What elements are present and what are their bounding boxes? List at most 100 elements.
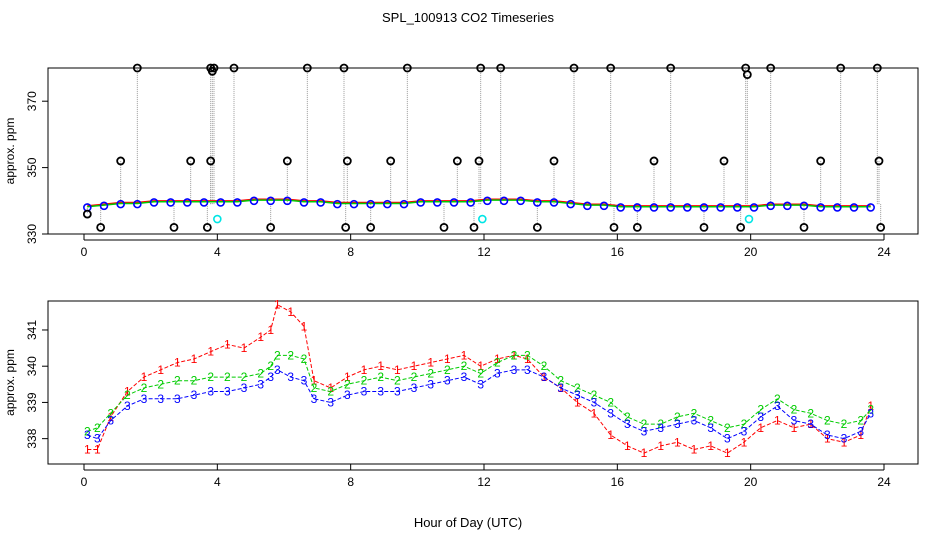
calibration-point (744, 214, 754, 224)
series-3-marker: 3 (494, 366, 501, 380)
series-1-marker: 1 (141, 370, 148, 384)
spike-point (872, 63, 882, 73)
series-3-marker: 3 (191, 388, 198, 402)
series-1-marker: 1 (461, 348, 468, 362)
baseline-point (533, 198, 542, 207)
bottom-y-tick-label: 339 (25, 392, 39, 412)
spike-point (366, 222, 376, 232)
baseline-point (683, 203, 692, 212)
series-2-marker: 2 (344, 377, 351, 391)
series-1-marker: 1 (574, 395, 581, 409)
bottom-y-tick-label: 338 (25, 428, 39, 448)
series-3-marker: 3 (624, 417, 631, 431)
series-2-marker: 2 (841, 417, 848, 431)
spike-point (266, 222, 276, 232)
series-1-marker: 1 (857, 428, 864, 442)
series-2-marker: 2 (494, 356, 501, 370)
spike-point (82, 209, 92, 219)
top-y-axis-title: approx. ppm (3, 118, 17, 185)
series-2-marker: 2 (311, 381, 318, 395)
series-3-marker: 3 (757, 410, 764, 424)
series-2-marker: 2 (141, 381, 148, 395)
series-2-marker: 2 (477, 366, 484, 380)
baseline-point (249, 196, 259, 206)
spike-point (474, 156, 484, 166)
series-3-marker: 3 (824, 428, 831, 442)
series-1-marker: 1 (344, 370, 351, 384)
series-1-marker: 1 (724, 446, 731, 460)
series-2-marker: 2 (867, 403, 874, 417)
series-1-marker: 1 (157, 363, 164, 377)
top-x-tick-label: 0 (81, 245, 88, 259)
spike-point (402, 63, 412, 73)
series-2-marker: 2 (224, 370, 231, 384)
series-1-marker: 1 (287, 305, 294, 319)
spike-point (766, 63, 776, 73)
baseline-point (366, 199, 375, 209)
series-3-marker: 3 (511, 363, 518, 377)
series-1-marker: 1 (124, 385, 131, 399)
spike-point (719, 156, 729, 166)
series-3-marker: 3 (274, 363, 281, 377)
series-2-marker: 2 (774, 392, 781, 406)
spike-point (339, 63, 349, 73)
series-1-marker: 1 (274, 298, 281, 312)
series-2-marker: 2 (411, 370, 418, 384)
series-3-marker: 3 (84, 428, 91, 442)
series-2-marker: 2 (624, 410, 631, 424)
baseline-point (383, 199, 392, 209)
series-3-marker: 3 (107, 414, 114, 428)
baseline-point (466, 198, 475, 207)
spike-point (799, 222, 809, 232)
series-1-marker: 1 (867, 399, 874, 413)
bottom-y-tick-label: 340 (25, 356, 39, 376)
series-2-marker: 2 (707, 414, 714, 428)
series-2-marker: 2 (157, 377, 164, 391)
spike-point (699, 222, 709, 232)
series-1-marker: 1 (311, 374, 318, 388)
series-1-marker: 1 (494, 352, 501, 366)
series-2-marker: 2 (327, 385, 334, 399)
series-1-line (87, 303, 872, 454)
series-3-marker: 3 (857, 424, 864, 438)
series-2-marker: 2 (691, 406, 698, 420)
series-3-marker: 3 (461, 370, 468, 384)
series-1-marker: 1 (84, 443, 91, 457)
series-3-marker: 3 (674, 417, 681, 431)
baseline-point (833, 203, 842, 212)
baseline-point (849, 203, 859, 212)
series-1-marker: 1 (674, 435, 681, 449)
series-3-marker: 3 (444, 374, 451, 388)
spike-point (342, 156, 352, 166)
baseline-point (816, 203, 825, 212)
bottom-x-tick-label: 0 (81, 475, 88, 489)
series-2-marker: 2 (287, 348, 294, 362)
baseline-point (399, 199, 409, 209)
series-3-marker: 3 (327, 395, 334, 409)
series-3-marker: 3 (657, 421, 664, 435)
bottom-x-tick-label: 4 (214, 475, 221, 489)
spike-point (209, 63, 219, 73)
series-2-marker: 2 (757, 403, 764, 417)
spike-point (202, 222, 212, 232)
series-1-marker: 1 (361, 363, 368, 377)
series-1-marker: 1 (207, 345, 214, 359)
spike-point (439, 222, 449, 232)
spike-point (742, 70, 752, 80)
baseline-point (266, 196, 275, 206)
series-2-marker: 2 (427, 366, 434, 380)
baseline-point (566, 199, 575, 209)
series-3-marker: 3 (157, 392, 164, 406)
baseline-point (416, 198, 425, 207)
series-1-marker: 1 (791, 421, 798, 435)
top-x-tick-label: 12 (477, 245, 491, 259)
series-1-marker: 1 (477, 359, 484, 373)
series-2-marker: 2 (674, 410, 681, 424)
series-3-marker: 3 (257, 377, 264, 391)
series-3-marker: 3 (574, 388, 581, 402)
baseline-point (99, 201, 109, 211)
top-y-tick-label: 370 (25, 91, 39, 111)
baseline-point (166, 198, 175, 207)
baseline-point (633, 203, 642, 212)
